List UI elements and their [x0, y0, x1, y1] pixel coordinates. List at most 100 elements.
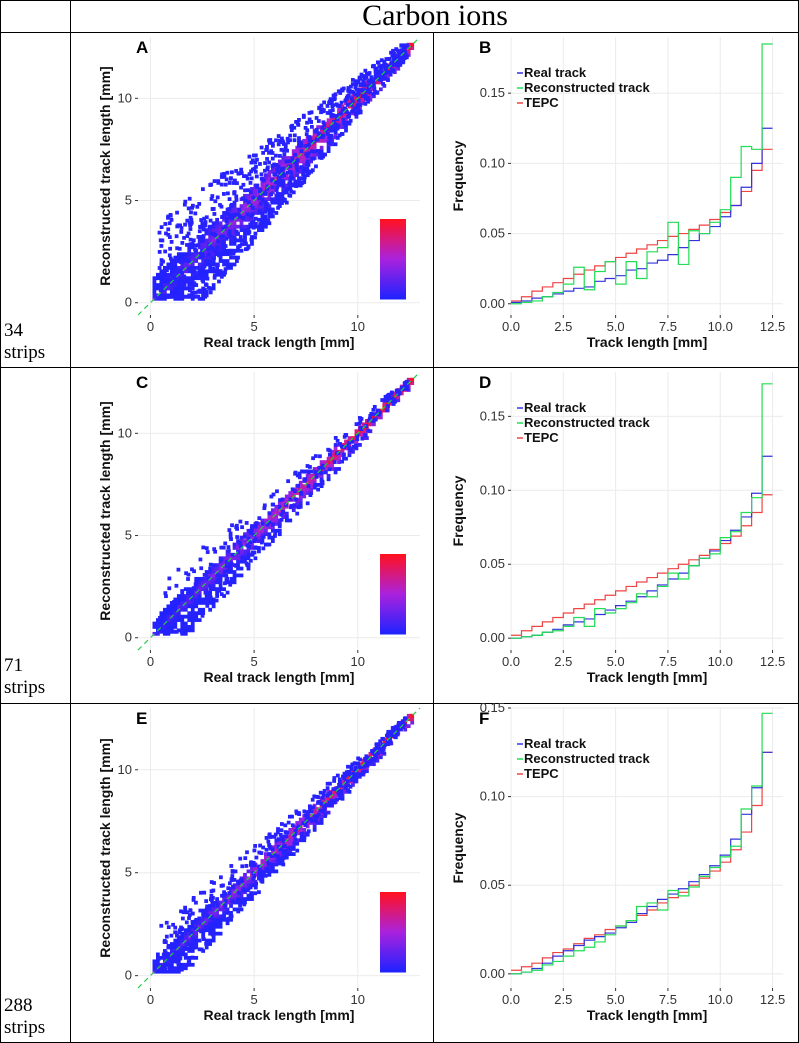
heatmap-cell: [274, 841, 279, 846]
heatmap-cell: [368, 429, 373, 434]
heatmap-cell: [405, 386, 409, 391]
heatmap-cell: [257, 522, 261, 526]
heatmap-cell: [229, 570, 233, 574]
heatmap-cell: [229, 238, 233, 243]
colorbar-segment: [380, 908, 406, 911]
heatmap-cell: [183, 286, 188, 291]
heatmap-cell: [257, 890, 261, 895]
heatmap-cell: [402, 717, 407, 721]
heatmap-cell: [281, 187, 286, 191]
heatmap-cell: [346, 769, 351, 774]
heatmap-cell: [375, 75, 380, 80]
heatmap-cell: [249, 214, 254, 219]
heatmap-cell: [253, 193, 258, 198]
heatmap-cell: [318, 790, 323, 795]
legend-label: TEPC: [524, 430, 559, 445]
heatmap-cell: [403, 386, 407, 391]
heatmap-cell: [222, 917, 226, 922]
heatmap-cell: [169, 601, 174, 605]
heatmap-cell: [159, 629, 164, 634]
heatmap-cell: [200, 221, 205, 226]
heatmap-cell: [274, 138, 278, 143]
colorbar-segment: [380, 219, 406, 222]
heatmap-cell: [386, 404, 390, 408]
heatmap-cell: [160, 294, 165, 299]
heatmap-cell: [351, 444, 356, 449]
x-tick-label: 0.0: [502, 992, 520, 1007]
heatmap-cell: [287, 814, 292, 819]
heatmap-cell: [152, 966, 157, 971]
series-real-track-line: [511, 127, 773, 303]
heatmap-cell: [374, 754, 379, 759]
heatmap-cell: [330, 453, 334, 458]
heatmap-cell: [229, 878, 234, 883]
heatmap-cell: [245, 246, 250, 251]
heatmap-cell: [246, 879, 251, 884]
heatmap-cell: [302, 835, 307, 840]
heatmap-cell: [240, 864, 245, 869]
heatmap-cell: [235, 232, 240, 236]
heatmap-cell: [228, 566, 233, 571]
heatmap-cell: [263, 224, 268, 229]
heatmap-cell: [395, 63, 400, 68]
heatmap-cell: [401, 59, 406, 64]
heatmap-cell: [239, 224, 244, 229]
heatmap-cell: [405, 379, 409, 384]
heatmap-cell: [291, 169, 296, 174]
heatmap-cell: [292, 133, 297, 138]
heatmap-cell: [373, 75, 378, 79]
heatmap-cell: [229, 897, 233, 901]
heatmap-cell: [344, 776, 348, 780]
heatmap-cell: [234, 198, 239, 202]
heatmap-cell: [275, 195, 280, 200]
heatmap-cell: [259, 172, 264, 177]
heatmap-cell: [378, 739, 383, 744]
heatmap-cell: [159, 626, 163, 631]
heatmap-cell: [166, 604, 171, 609]
heatmap-cell: [188, 946, 193, 950]
heatmap-cell: [171, 274, 176, 278]
heatmap-cell: [253, 537, 258, 542]
heatmap-cell: [155, 296, 160, 301]
heatmap-cell: [239, 549, 244, 554]
heatmap-cell: [220, 239, 225, 244]
heatmap-cell: [193, 290, 198, 295]
heatmap-cell: [173, 629, 178, 634]
colorbar-segment: [380, 612, 406, 615]
heatmap-cell: [238, 856, 243, 861]
y-tick-label: 10: [118, 90, 132, 105]
heatmap-cell: [232, 542, 237, 547]
heatmap-cell: [350, 82, 355, 87]
heatmap-cell: [201, 908, 206, 913]
heatmap-cell: [258, 226, 263, 231]
heatmap-cell: [316, 119, 321, 123]
heatmap-cell: [204, 941, 208, 946]
heatmap-cell: [242, 174, 246, 178]
heatmap-cell: [302, 145, 307, 150]
heatmap-cell: [326, 477, 331, 482]
heatmap-cell: [353, 779, 357, 784]
heatmap-cell: [372, 404, 377, 409]
heatmap-cell: [197, 597, 202, 602]
heatmap-cell: [357, 765, 362, 770]
heatmap-cell: [248, 885, 253, 890]
heatmap-cell: [165, 955, 170, 960]
heatmap-cell: [380, 750, 385, 754]
heatmap-cell: [200, 613, 205, 618]
heatmap-cell: [215, 914, 220, 919]
heatmap-cell: [263, 855, 268, 860]
heatmap-cell: [288, 164, 293, 169]
heatmap-cell: [180, 589, 185, 593]
heatmap-cell: [173, 279, 178, 284]
heatmap-cell: [371, 83, 376, 87]
x-axis-label: Track length [mm]: [587, 1007, 708, 1023]
heatmap-cell: [276, 164, 281, 169]
heatmap-cell: [191, 269, 195, 274]
heatmap-cell: [194, 272, 199, 277]
heatmap-cell: [246, 536, 251, 541]
heatmap-cell: [316, 487, 321, 492]
heatmap-cell: [279, 835, 284, 840]
heatmap-cell: [206, 247, 211, 252]
heatmap-cell: [211, 587, 216, 592]
heatmap-cell: [257, 549, 261, 554]
